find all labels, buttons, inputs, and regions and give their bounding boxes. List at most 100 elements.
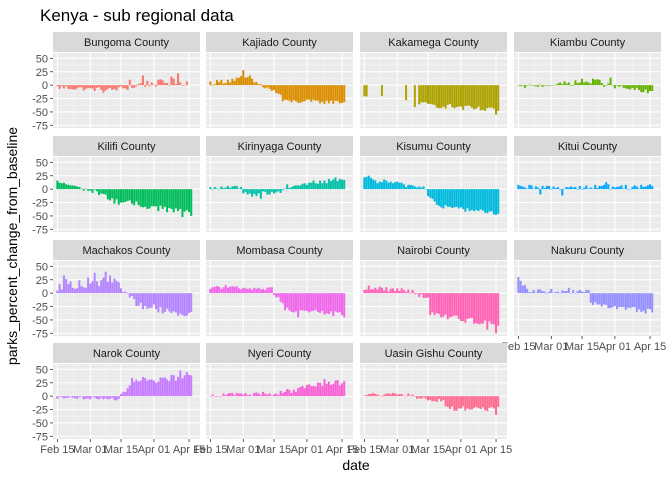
data-bar (435, 293, 438, 313)
data-bar (336, 380, 339, 397)
facet-strip-label: Kakamega County (388, 37, 479, 49)
data-bar (427, 396, 430, 401)
x-tick-label: Apr 01 (138, 444, 170, 456)
data-bar (528, 292, 531, 294)
data-bar (161, 377, 164, 397)
data-bar (517, 277, 520, 294)
data-bar (73, 288, 76, 294)
x-tick-label: Mar 15 (565, 341, 599, 353)
data-bar (166, 379, 169, 397)
data-bar (286, 293, 289, 308)
data-bar (374, 180, 377, 190)
data-bar (363, 85, 366, 97)
data-bar (367, 394, 370, 397)
data-bar (559, 189, 562, 190)
data-bar (113, 396, 116, 400)
data-bar (159, 293, 162, 308)
data-bar (109, 396, 112, 399)
data-bar (117, 189, 120, 205)
data-bar (166, 293, 169, 309)
data-bar (470, 396, 473, 410)
data-bar (281, 293, 284, 304)
data-bar (172, 375, 175, 397)
data-bar (275, 189, 278, 193)
data-bar (237, 77, 240, 86)
data-bar (174, 189, 177, 209)
data-bar (383, 179, 386, 190)
data-bar (303, 183, 306, 190)
data-bar (556, 187, 559, 190)
data-bar (462, 85, 465, 110)
data-bar (170, 189, 173, 209)
data-bar (523, 85, 526, 88)
facet-panel: Kitui County (514, 136, 661, 232)
data-bar (109, 275, 112, 294)
data-bar (451, 396, 454, 407)
data-bar (550, 85, 553, 86)
data-bar (255, 392, 258, 397)
data-bar (71, 396, 74, 398)
data-bar (479, 396, 482, 409)
data-bar (218, 189, 221, 190)
data-bar (65, 279, 68, 294)
data-bar (237, 188, 240, 190)
data-bar (209, 288, 212, 294)
data-bar (264, 85, 267, 89)
data-bar (552, 186, 555, 190)
data-bar (389, 181, 392, 190)
data-bar (104, 189, 107, 195)
data-bar (433, 85, 436, 105)
data-bar (137, 84, 140, 86)
data-bar (58, 85, 61, 89)
data-bar (444, 189, 447, 206)
data-bar (215, 286, 218, 294)
data-bar (468, 85, 471, 107)
x-tick-label: Mar 15 (104, 444, 138, 456)
data-bar (150, 82, 153, 86)
data-bar (126, 85, 129, 90)
data-bar (93, 85, 96, 92)
data-bar (113, 85, 116, 89)
data-bar (539, 289, 542, 294)
data-bar (133, 381, 136, 397)
data-bar (277, 395, 280, 397)
data-bar (303, 388, 306, 397)
facet-strip-label: Kiambu County (550, 37, 626, 49)
data-bar (231, 286, 234, 294)
data-bar (596, 79, 599, 86)
data-bar (117, 396, 120, 399)
data-bar (616, 187, 619, 190)
facet-strip (360, 240, 507, 260)
data-bar (523, 285, 526, 294)
data-bar (462, 293, 465, 321)
data-bar (229, 82, 232, 86)
facet-panel: Kirinyaga County (206, 136, 353, 232)
data-bar (479, 189, 482, 210)
data-bar (490, 189, 493, 212)
data-bar (583, 82, 586, 86)
data-bar (172, 293, 175, 312)
data-bar (159, 377, 162, 397)
data-bar (177, 293, 180, 316)
data-bar (418, 85, 421, 105)
data-bar (244, 77, 247, 86)
data-bar (600, 83, 603, 86)
data-bar (539, 84, 542, 86)
data-bar (451, 189, 454, 208)
data-bar (226, 393, 229, 397)
data-bar (585, 289, 588, 294)
data-bar (416, 293, 419, 294)
data-bar (462, 396, 465, 407)
data-bar (270, 85, 273, 92)
data-bar (402, 395, 405, 397)
facet-strip (53, 136, 200, 156)
data-bar (640, 293, 643, 312)
data-bar (583, 292, 586, 294)
data-bar (279, 293, 282, 302)
data-bar (297, 85, 300, 103)
data-bar (475, 293, 478, 324)
data-bar (148, 379, 151, 397)
data-bar (327, 178, 330, 190)
data-bar (100, 189, 103, 194)
data-bar (545, 85, 548, 86)
